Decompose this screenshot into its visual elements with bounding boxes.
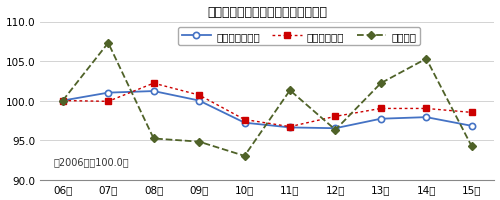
- Text: （2006年＝100.0）: （2006年＝100.0）: [54, 156, 130, 166]
- Legend: 全モニター世帯, 給与所得世帯, 年金世帯: 全モニター世帯, 給与所得世帯, 年金世帯: [178, 28, 420, 46]
- Title: 消費支出の月平均額の推移（指数）: 消費支出の月平均額の推移（指数）: [207, 6, 327, 18]
